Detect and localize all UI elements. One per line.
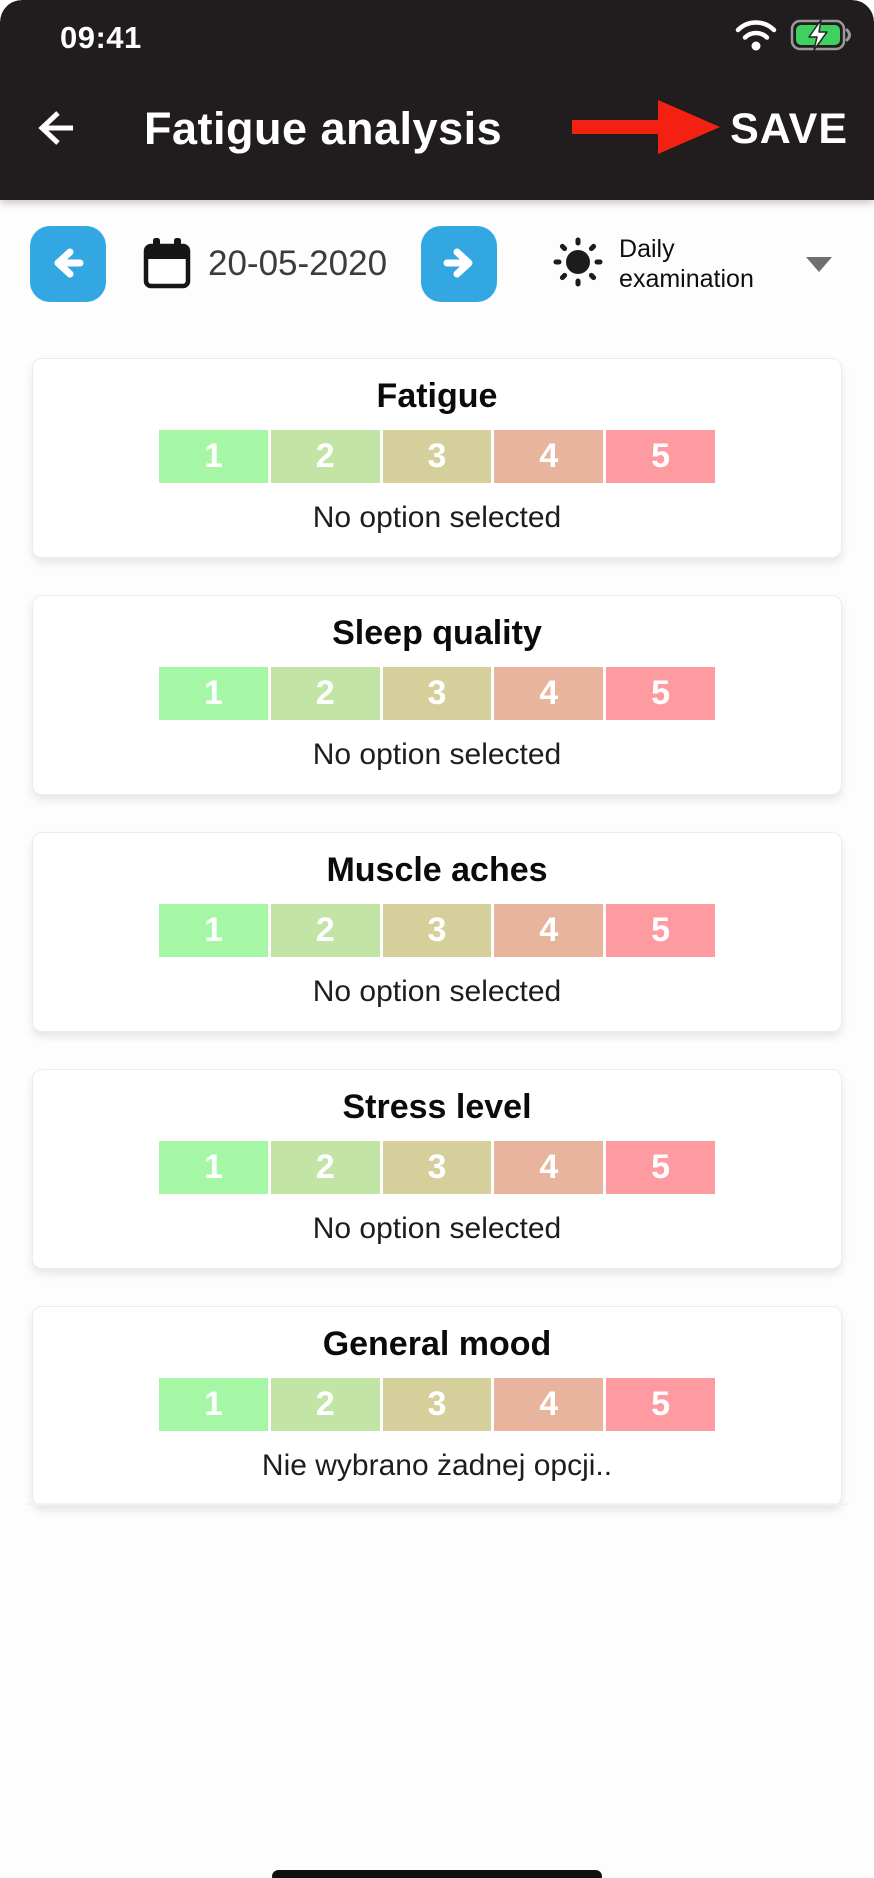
battery-charging-icon [790, 18, 854, 57]
nav-bar: Fatigue analysis SAVE [0, 85, 874, 173]
rating-option-1[interactable]: 1 [159, 430, 268, 483]
rating-card-fatigue: Fatigue 1 2 3 4 5 No option selected [32, 358, 842, 558]
rating-option-3[interactable]: 3 [382, 1141, 492, 1194]
rating-scale: 1 2 3 4 5 [159, 430, 715, 483]
rating-option-5[interactable]: 5 [606, 667, 715, 720]
back-button[interactable] [28, 102, 82, 156]
card-title: Fatigue [376, 377, 498, 415]
rating-option-2[interactable]: 2 [270, 904, 380, 957]
rating-option-4[interactable]: 4 [494, 1141, 604, 1194]
rating-option-4[interactable]: 4 [494, 430, 604, 483]
status-bar: 09:41 [0, 0, 874, 57]
rating-option-3[interactable]: 3 [382, 904, 492, 957]
rating-option-4[interactable]: 4 [494, 1378, 604, 1431]
rating-option-2[interactable]: 2 [270, 1141, 380, 1194]
arrow-left-icon [48, 243, 88, 286]
rating-option-5[interactable]: 5 [606, 430, 715, 483]
date-value: 20-05-2020 [208, 244, 388, 283]
rating-scale: 1 2 3 4 5 [159, 1378, 715, 1431]
rating-option-5[interactable]: 5 [606, 1141, 715, 1194]
arrow-right-icon [439, 243, 479, 286]
rating-card-sleep-quality: Sleep quality 1 2 3 4 5 No option select… [32, 595, 842, 795]
card-list: Fatigue 1 2 3 4 5 No option selected Sle… [0, 302, 874, 1506]
rating-option-4[interactable]: 4 [494, 904, 604, 957]
prev-day-button[interactable] [30, 226, 106, 302]
selection-status: No option selected [312, 975, 562, 1008]
calendar-icon[interactable] [142, 237, 192, 291]
rating-option-2[interactable]: 2 [270, 430, 380, 483]
selection-status: No option selected [312, 501, 562, 534]
rating-option-3[interactable]: 3 [382, 667, 492, 720]
rating-option-3[interactable]: 3 [382, 430, 492, 483]
rating-option-4[interactable]: 4 [494, 667, 604, 720]
selection-status: Nie wybrano żadnej opcji.. [261, 1449, 613, 1482]
rating-card-general-mood: General mood 1 2 3 4 5 Nie wybrano żadne… [32, 1306, 842, 1506]
rating-scale: 1 2 3 4 5 [159, 904, 715, 957]
status-icons [734, 18, 854, 57]
rating-scale: 1 2 3 4 5 [159, 667, 715, 720]
rating-option-1[interactable]: 1 [159, 1141, 268, 1194]
rating-option-1[interactable]: 1 [159, 667, 268, 720]
card-title: Sleep quality [332, 614, 542, 652]
page-title: Fatigue analysis [144, 103, 503, 154]
annotation-arrow-icon [570, 97, 722, 162]
card-title: Muscle aches [326, 851, 548, 889]
rating-option-3[interactable]: 3 [382, 1378, 492, 1431]
rating-option-5[interactable]: 5 [606, 904, 715, 957]
examination-type-label: Daily examination [619, 235, 754, 293]
sun-icon [551, 235, 605, 294]
wifi-icon [734, 18, 778, 57]
rating-option-1[interactable]: 1 [159, 1378, 268, 1431]
next-day-button[interactable] [421, 226, 498, 302]
rating-card-muscle-aches: Muscle aches 1 2 3 4 5 No option selecte… [32, 832, 842, 1032]
rating-card-stress-level: Stress level 1 2 3 4 5 No option selecte… [32, 1069, 842, 1269]
rating-option-5[interactable]: 5 [606, 1378, 715, 1431]
chevron-down-icon[interactable] [806, 256, 832, 272]
save-button[interactable]: SAVE [730, 104, 848, 153]
card-title: General mood [322, 1325, 552, 1363]
examination-type-dropdown[interactable]: Daily examination [551, 234, 754, 294]
date-bar: 20-05-2020 [0, 200, 874, 302]
card-title: Stress level [342, 1088, 532, 1126]
rating-option-2[interactable]: 2 [270, 1378, 380, 1431]
arrow-left-icon [31, 104, 79, 155]
rating-option-1[interactable]: 1 [159, 904, 268, 957]
header: 09:41 [0, 0, 874, 200]
content-end-divider [26, 1503, 848, 1505]
home-indicator[interactable] [272, 1870, 602, 1878]
status-time: 09:41 [60, 19, 142, 55]
selection-status: No option selected [312, 1212, 562, 1245]
selection-status: No option selected [312, 738, 562, 771]
rating-scale: 1 2 3 4 5 [159, 1141, 715, 1194]
rating-option-2[interactable]: 2 [270, 667, 380, 720]
